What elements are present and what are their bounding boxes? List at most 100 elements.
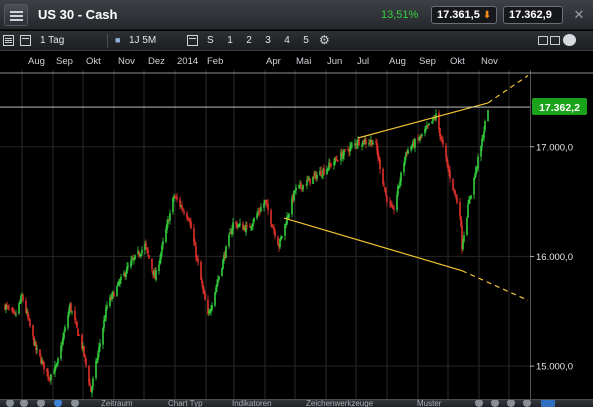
candle-up — [116, 286, 118, 296]
candle-down — [14, 312, 16, 315]
candle-down — [181, 205, 183, 210]
candle-down — [43, 361, 45, 370]
candle-down — [6, 305, 8, 307]
candle-up — [321, 175, 323, 177]
candle-up — [155, 270, 157, 280]
candle-down — [28, 318, 30, 320]
crosshair-icon[interactable] — [71, 400, 79, 407]
chat-icon[interactable] — [563, 34, 576, 46]
maximize-icon[interactable] — [550, 36, 560, 45]
candle-down — [389, 201, 391, 203]
candle-up — [364, 140, 366, 144]
preset-2-button[interactable]: 2 — [246, 35, 252, 46]
candle-down — [427, 124, 429, 126]
candle-up — [82, 345, 84, 349]
candle-up — [144, 243, 146, 250]
candle-up — [214, 292, 216, 306]
ask-price-button[interactable]: 17.362,9 — [503, 6, 563, 24]
trendline-extension-upper — [487, 74, 529, 104]
trendline-lower — [283, 217, 463, 272]
range-select[interactable]: 1J 5M — [129, 35, 157, 46]
candle-up — [425, 127, 427, 130]
x-tick-label: Mai — [296, 56, 312, 67]
list-icon[interactable] — [3, 35, 14, 46]
candle-up — [162, 241, 164, 245]
stm-icon[interactable] — [541, 400, 555, 407]
candle-up — [18, 303, 20, 314]
preset-5-button[interactable]: 5 — [303, 35, 309, 46]
candle-up — [467, 204, 469, 218]
candle-down — [375, 141, 377, 143]
candle-up — [69, 303, 71, 311]
candle-up — [475, 167, 477, 175]
gear-icon[interactable]: ⚙ — [319, 33, 330, 47]
candle-up — [405, 152, 407, 157]
trendline-upper — [357, 102, 489, 139]
preset-3-button[interactable]: 3 — [265, 35, 271, 46]
calendar-range-icon[interactable] — [187, 35, 198, 46]
candle-up — [470, 195, 472, 199]
candle-down — [273, 227, 275, 231]
minimize-icon[interactable] — [538, 36, 548, 45]
forward-icon[interactable] — [37, 400, 45, 407]
candle-down — [230, 231, 232, 234]
candle-down — [365, 139, 367, 144]
x-tick-label: Nov — [481, 56, 498, 67]
s-button[interactable]: S — [207, 35, 214, 46]
cursor-icon[interactable] — [54, 400, 62, 407]
interval-select[interactable]: 1 Tag — [40, 35, 65, 46]
candle-down — [90, 386, 92, 392]
candle-down — [307, 179, 309, 181]
candle-up — [95, 361, 97, 378]
candle-down — [152, 270, 154, 275]
candle-down — [81, 334, 83, 349]
candle-down — [452, 178, 454, 190]
tab-indikatoren[interactable]: Indikatoren — [232, 399, 272, 407]
menu-icon[interactable] — [4, 4, 28, 26]
tab-zeitraum[interactable]: Zeitraum — [101, 399, 133, 407]
tab-chart-typ[interactable]: Chart Typ — [168, 399, 203, 407]
candle-up — [411, 146, 413, 149]
candle-down — [244, 226, 246, 232]
candle-down — [393, 208, 395, 210]
close-icon[interactable]: ✕ — [573, 7, 585, 22]
tab-zeichenwerkzeuge[interactable]: Zeichenwerkzeuge — [306, 399, 374, 407]
zoom-icon[interactable] — [6, 400, 14, 407]
candle-down — [207, 299, 209, 314]
candle-down — [420, 134, 422, 137]
price-chart[interactable]: 17.000,0 16.000,0 15.000,0 17.362,2 — [0, 70, 593, 399]
candle-up — [260, 207, 262, 212]
calendar-icon[interactable] — [20, 35, 31, 46]
candle-down — [258, 211, 260, 213]
candle-up — [208, 311, 210, 314]
share-icon[interactable] — [507, 400, 515, 407]
help-icon[interactable] — [523, 400, 531, 407]
candle-down — [183, 211, 185, 214]
tab-muster[interactable]: Muster — [417, 399, 442, 407]
print-icon[interactable] — [491, 400, 499, 407]
candle-up — [64, 326, 66, 332]
candle-down — [147, 249, 149, 255]
candle-up — [118, 282, 120, 284]
preset-4-button[interactable]: 4 — [284, 35, 290, 46]
candle-down — [246, 225, 248, 227]
y-tick-label: 16.000,0 — [536, 252, 573, 263]
settings-icon[interactable] — [475, 400, 483, 407]
candle-down — [376, 142, 378, 151]
title-bar: US 30 - Cash 13,51% 17.361,5 ⬇ 17.362,9 … — [0, 0, 593, 30]
preset-1-button[interactable]: 1 — [227, 35, 233, 46]
bid-price-button[interactable]: 17.361,5 ⬇ — [431, 6, 497, 24]
candle-down — [124, 272, 126, 277]
candle-down — [203, 288, 205, 294]
candle-down — [146, 247, 148, 250]
candle-down — [77, 328, 79, 337]
candle-up — [222, 259, 224, 269]
back-icon[interactable] — [20, 400, 28, 407]
ask-price: 17.362,9 — [509, 9, 552, 21]
candle-up — [428, 123, 430, 126]
candle-down — [35, 341, 37, 350]
candle-up — [237, 225, 239, 227]
candle-up — [424, 129, 426, 134]
candle-down — [204, 293, 206, 301]
candle-up — [167, 219, 169, 224]
